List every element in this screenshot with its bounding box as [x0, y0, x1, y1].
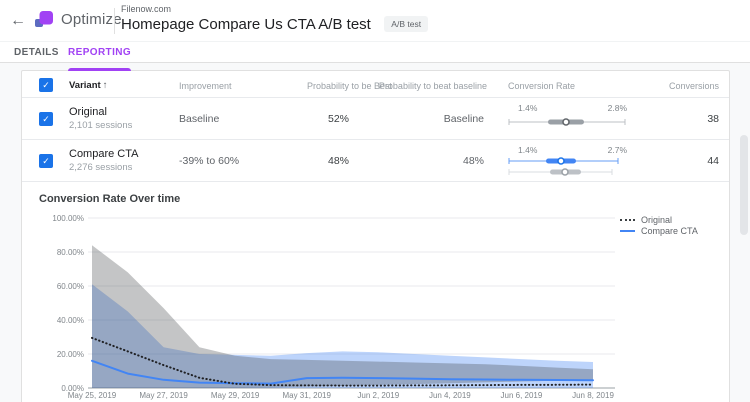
row-checkbox-compare-cta[interactable]: ✓: [39, 154, 53, 168]
chart-legend: Original Compare CTA: [620, 214, 698, 236]
title-block: Filenow.com Homepage Compare Us CTA A/B …: [121, 4, 429, 34]
sort-ascending-icon: ↑: [102, 80, 108, 91]
tab-bar: DETAILS REPORTING: [0, 42, 750, 71]
column-variant-label: Variant: [69, 80, 101, 91]
probability-beat-value: Baseline: [443, 113, 484, 125]
probability-best-value: 52%: [327, 113, 349, 125]
container-label: Filenow.com: [121, 4, 172, 14]
legend-item-original: Original: [620, 214, 698, 225]
variant-name: Original: [69, 106, 107, 118]
table-header-row: ✓ Variant ↑ Improvement Probability to be…: [22, 71, 729, 98]
page-title: Homepage Compare Us CTA A/B test: [121, 16, 371, 33]
improvement-value: -39% to 60%: [179, 155, 240, 167]
legend-label: Compare CTA: [641, 225, 698, 236]
ci-low-label: 1.4%: [518, 103, 538, 113]
header-divider: [114, 8, 115, 34]
app-name: Optimize: [61, 11, 122, 28]
column-improvement: Improvement: [179, 81, 232, 91]
top-header: ← Optimize Filenow.com Homepage Compare …: [0, 0, 750, 42]
conversions-value: 38: [707, 113, 719, 125]
row-checkbox-original[interactable]: ✓: [39, 112, 53, 126]
column-probability-to-beat-baseline: Probability to beat baseline: [378, 81, 487, 91]
table-row-compare-cta: ✓ Compare CTA 2,276 sessions -39% to 60%…: [22, 140, 729, 182]
table-row-original: ✓ Original 2,101 sessions Baseline 52% B…: [22, 98, 729, 140]
solid-line-icon: [620, 229, 635, 232]
ci-whisker-chart: [508, 118, 626, 126]
variant-sessions: 2,276 sessions: [69, 162, 133, 173]
dotted-line-icon: [620, 218, 635, 221]
improvement-value: Baseline: [179, 113, 220, 125]
variant-sessions: 2,101 sessions: [69, 120, 133, 131]
legend-label: Original: [641, 214, 673, 225]
probability-beat-value: 48%: [462, 155, 484, 167]
ci-high-label: 2.8%: [607, 103, 627, 113]
column-conversion-rate: Conversion Rate: [508, 81, 576, 91]
variant-name: Compare CTA: [69, 148, 139, 160]
conversion-rate-interval: 1.4% 2.8%: [508, 103, 628, 130]
column-probability-to-be-best: Probability to be Best: [306, 81, 392, 91]
ci-low-label: 1.4%: [518, 145, 538, 155]
report-card: ✓ Variant ↑ Improvement Probability to be…: [21, 70, 730, 402]
back-icon[interactable]: ←: [10, 12, 26, 29]
column-variant[interactable]: Variant ↑: [69, 80, 107, 91]
ci-whisker-chart: [508, 157, 619, 176]
column-conversions: Conversions: [668, 81, 719, 91]
ci-high-label: 2.7%: [607, 145, 627, 155]
conversions-value: 44: [707, 155, 719, 167]
tab-reporting[interactable]: REPORTING: [68, 42, 132, 71]
experiment-type-badge: A/B test: [384, 16, 429, 32]
optimize-logo-icon: [35, 11, 53, 27]
chart-title: Conversion Rate Over time: [39, 193, 181, 205]
probability-best-value: 48%: [327, 155, 349, 167]
select-all-checkbox[interactable]: ✓: [39, 78, 53, 92]
legend-item-compare-cta: Compare CTA: [620, 225, 698, 236]
tab-details[interactable]: DETAILS: [14, 47, 59, 58]
conversion-rate-interval: 1.4% 2.7%: [508, 145, 628, 178]
scrollbar-thumb[interactable]: [740, 135, 748, 235]
